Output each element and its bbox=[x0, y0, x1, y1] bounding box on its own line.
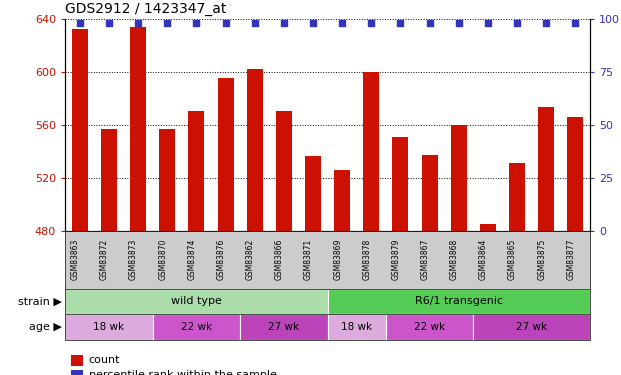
Text: GSM83869: GSM83869 bbox=[333, 239, 342, 280]
Text: strain ▶: strain ▶ bbox=[18, 297, 62, 306]
Bar bbox=[72, 29, 88, 231]
Point bbox=[512, 20, 522, 26]
Text: 18 wk: 18 wk bbox=[93, 322, 124, 332]
Text: GSM83863: GSM83863 bbox=[71, 239, 79, 280]
Bar bbox=[568, 117, 583, 231]
Text: GSM83867: GSM83867 bbox=[420, 239, 430, 280]
Text: GSM83862: GSM83862 bbox=[246, 239, 255, 280]
Point bbox=[425, 20, 435, 26]
Point bbox=[308, 20, 318, 26]
Bar bbox=[247, 69, 263, 231]
Point bbox=[483, 20, 493, 26]
Bar bbox=[451, 124, 467, 231]
Text: 22 wk: 22 wk bbox=[414, 322, 445, 332]
Text: GSM83873: GSM83873 bbox=[129, 239, 138, 280]
Point bbox=[75, 20, 84, 26]
Point bbox=[396, 20, 406, 26]
Bar bbox=[363, 72, 379, 231]
Text: 27 wk: 27 wk bbox=[268, 322, 299, 332]
Text: GSM83864: GSM83864 bbox=[479, 239, 488, 280]
Text: GSM83877: GSM83877 bbox=[566, 239, 576, 280]
Point bbox=[250, 20, 260, 26]
Text: GSM83878: GSM83878 bbox=[362, 239, 371, 280]
Text: GSM83879: GSM83879 bbox=[391, 239, 401, 280]
Point bbox=[571, 20, 581, 26]
Bar bbox=[509, 163, 525, 231]
Text: GSM83874: GSM83874 bbox=[188, 239, 196, 280]
Text: GSM83871: GSM83871 bbox=[304, 239, 313, 280]
Text: GSM83870: GSM83870 bbox=[158, 239, 167, 280]
Bar bbox=[276, 111, 292, 231]
Text: GSM83875: GSM83875 bbox=[537, 239, 546, 280]
Text: GSM83872: GSM83872 bbox=[100, 239, 109, 280]
Bar bbox=[538, 108, 554, 231]
Text: 18 wk: 18 wk bbox=[341, 322, 373, 332]
Bar bbox=[130, 27, 146, 231]
Point bbox=[279, 20, 289, 26]
Bar bbox=[101, 129, 117, 231]
Point bbox=[337, 20, 347, 26]
Bar bbox=[480, 224, 496, 231]
Point bbox=[220, 20, 230, 26]
Text: GDS2912 / 1423347_at: GDS2912 / 1423347_at bbox=[65, 2, 227, 16]
Point bbox=[366, 20, 376, 26]
Text: 27 wk: 27 wk bbox=[516, 322, 547, 332]
Bar bbox=[159, 129, 175, 231]
Bar bbox=[392, 136, 409, 231]
Text: GSM83866: GSM83866 bbox=[275, 239, 284, 280]
Point bbox=[454, 20, 464, 26]
Point bbox=[191, 20, 201, 26]
Point bbox=[542, 20, 551, 26]
Bar bbox=[422, 155, 438, 231]
Text: 22 wk: 22 wk bbox=[181, 322, 212, 332]
Bar bbox=[334, 170, 350, 231]
Text: wild type: wild type bbox=[171, 297, 222, 306]
Text: count: count bbox=[89, 356, 120, 365]
Bar bbox=[217, 78, 233, 231]
Text: percentile rank within the sample: percentile rank within the sample bbox=[89, 370, 277, 375]
Text: age ▶: age ▶ bbox=[29, 322, 62, 332]
Point bbox=[162, 20, 172, 26]
Bar bbox=[188, 111, 204, 231]
Text: GSM83865: GSM83865 bbox=[508, 239, 517, 280]
Point bbox=[133, 20, 143, 26]
Point bbox=[104, 20, 114, 26]
Bar bbox=[305, 156, 321, 231]
Text: R6/1 transgenic: R6/1 transgenic bbox=[415, 297, 503, 306]
Text: GSM83876: GSM83876 bbox=[217, 239, 225, 280]
Text: GSM83868: GSM83868 bbox=[450, 239, 459, 280]
